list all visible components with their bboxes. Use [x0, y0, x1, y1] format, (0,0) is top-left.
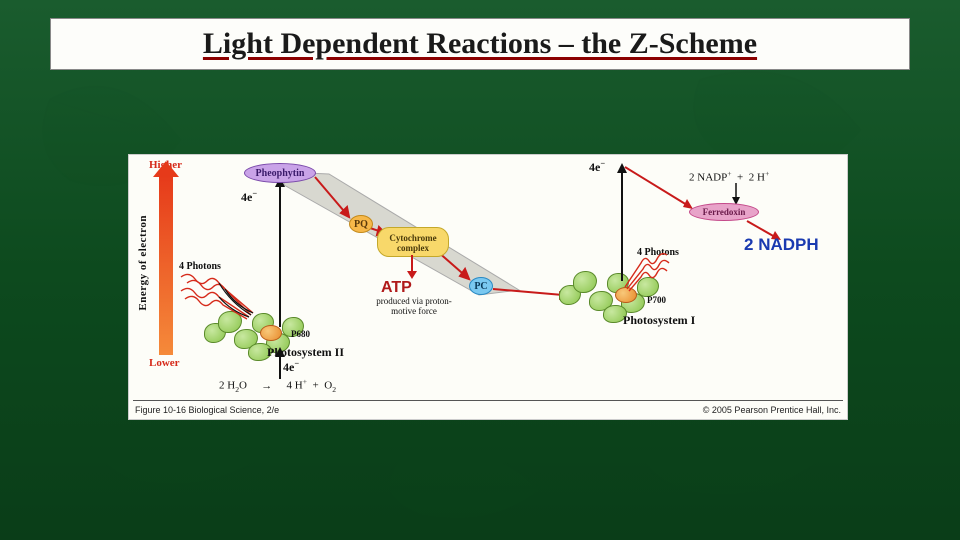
- psi-4e-top: 4e−: [589, 159, 605, 175]
- axis-low-label: Lower: [149, 357, 180, 369]
- p680-label: P680: [291, 329, 310, 339]
- p700-label: P700: [647, 295, 666, 305]
- water-split-equation: 2 H2O → 4 H+ + O2: [219, 377, 336, 394]
- atp-sublabel: produced via proton-motive force: [369, 297, 459, 317]
- energy-axis-label: Energy of electron: [137, 215, 149, 311]
- pq-carrier: PQ: [349, 215, 373, 233]
- pc-carrier: PC: [469, 277, 493, 295]
- psii-4e-bottom: 4e−: [283, 359, 299, 375]
- nadp-down-arrow: [729, 183, 743, 205]
- z-scheme-diagram: Higher Energy of electron Lower P680 Pho…: [128, 154, 848, 420]
- psi-name: Photosystem I: [623, 313, 695, 328]
- nadp-reactants: 2 NADP+ + 2 H+: [689, 169, 769, 184]
- psii-electron-arrow: [273, 177, 287, 327]
- psii-photons-label: 4 Photons: [179, 261, 221, 272]
- energy-axis-arrow: [159, 175, 173, 355]
- pheophytin-carrier: Pheophytin: [244, 163, 316, 183]
- psii-4e-top: 4e−: [241, 189, 257, 205]
- nadph-product: 2 NADPH: [744, 235, 819, 255]
- copyright-caption: © 2005 Pearson Prentice Hall, Inc.: [703, 405, 841, 415]
- psii-photon-waves: [179, 273, 259, 323]
- atp-label: ATP: [381, 279, 412, 297]
- atp-arrow: [405, 255, 419, 281]
- figure-caption: Figure 10-16 Biological Science, 2/e: [135, 405, 279, 415]
- cytochrome-complex: Cytochromecomplex: [377, 227, 449, 257]
- slide-title-box: Light Dependent Reactions – the Z-Scheme: [50, 18, 910, 70]
- slide-title: Light Dependent Reactions – the Z-Scheme: [203, 27, 757, 60]
